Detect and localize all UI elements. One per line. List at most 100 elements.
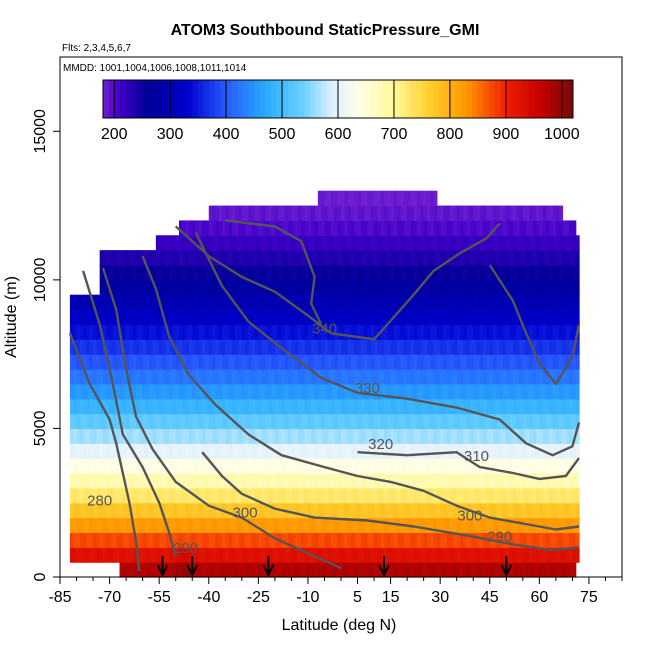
heat-cell bbox=[341, 220, 345, 236]
heat-cell bbox=[278, 458, 283, 474]
heat-cell bbox=[212, 205, 216, 222]
heat-cell bbox=[430, 547, 435, 563]
heat-cell bbox=[341, 502, 345, 519]
heat-cell bbox=[559, 250, 564, 266]
heat-cell bbox=[380, 428, 385, 444]
heat-cell bbox=[245, 309, 250, 326]
heat-cell bbox=[169, 443, 173, 459]
heat-cell bbox=[225, 294, 230, 311]
heat-cell bbox=[370, 413, 375, 430]
heat-cell bbox=[202, 443, 207, 459]
heat-cell bbox=[529, 562, 534, 578]
heat-cell bbox=[205, 369, 210, 385]
heat-cell bbox=[473, 235, 478, 251]
heat-cell bbox=[450, 487, 454, 504]
heat-cell bbox=[255, 562, 259, 578]
heat-cell bbox=[360, 205, 365, 222]
colorbar-cell bbox=[304, 80, 311, 118]
heat-cell bbox=[463, 205, 468, 222]
heat-cell bbox=[255, 443, 259, 459]
heat-cell bbox=[476, 517, 481, 534]
heat-cell bbox=[112, 369, 117, 385]
heat-cell bbox=[231, 279, 236, 296]
heat-cell bbox=[466, 294, 471, 311]
heat-cell bbox=[446, 354, 451, 370]
heat-cell bbox=[569, 413, 574, 430]
heat-cell bbox=[291, 220, 296, 236]
heat-cell bbox=[145, 413, 150, 430]
heat-cell bbox=[460, 517, 464, 534]
heat-cell bbox=[284, 517, 289, 534]
heat-cell bbox=[132, 428, 137, 444]
heat-cell bbox=[413, 517, 418, 534]
heat-cell bbox=[182, 532, 187, 548]
heat-cell bbox=[258, 369, 263, 385]
heat-cell bbox=[502, 458, 507, 474]
heat-cell bbox=[188, 309, 193, 326]
heat-cell bbox=[301, 383, 306, 400]
heat-cell bbox=[456, 354, 461, 370]
heat-cell bbox=[304, 532, 309, 548]
colorbar-cell bbox=[298, 80, 305, 118]
heat-cell bbox=[506, 398, 511, 415]
colorbar-cell bbox=[533, 80, 540, 118]
heat-cell bbox=[301, 265, 306, 281]
heat-cell bbox=[281, 265, 286, 281]
heat-cell bbox=[344, 279, 349, 296]
heat-cell bbox=[182, 398, 187, 415]
heat-cell bbox=[502, 339, 507, 355]
heat-cell bbox=[502, 369, 507, 385]
heat-cell bbox=[136, 398, 140, 415]
heat-cell bbox=[245, 220, 250, 236]
heat-cell bbox=[324, 547, 329, 563]
heat-cell bbox=[235, 220, 240, 236]
heat-cell bbox=[426, 294, 431, 311]
heat-cell bbox=[486, 383, 491, 400]
heat-cell bbox=[536, 309, 540, 326]
colorbar: 200 300 400 500 600 700 800 900 1000 bbox=[101, 79, 580, 143]
heat-cell bbox=[357, 309, 362, 326]
heat-cell bbox=[393, 487, 398, 504]
heat-cell bbox=[456, 473, 461, 489]
heat-cell bbox=[169, 339, 173, 355]
heat-cell bbox=[476, 443, 481, 459]
heat-cell bbox=[139, 473, 144, 489]
heat-cell bbox=[476, 354, 481, 370]
heat-cell bbox=[86, 547, 91, 563]
heat-cell bbox=[155, 309, 160, 326]
heat-cell bbox=[195, 398, 200, 415]
heat-cell bbox=[155, 265, 160, 281]
heat-cell bbox=[526, 383, 531, 400]
heat-cell bbox=[228, 532, 233, 548]
heat-cell bbox=[321, 547, 326, 563]
heat-cell bbox=[456, 443, 461, 459]
heat-cell bbox=[274, 502, 279, 519]
heat-cell bbox=[251, 354, 256, 370]
heat-cell bbox=[536, 398, 540, 415]
heat-cell bbox=[139, 265, 144, 281]
colorbar-cell bbox=[528, 80, 535, 118]
heat-cell bbox=[360, 443, 365, 459]
heat-cell bbox=[228, 562, 233, 578]
heat-cell bbox=[314, 502, 319, 519]
heat-cell bbox=[212, 383, 216, 400]
heat-cell bbox=[69, 443, 74, 459]
heat-cell bbox=[235, 443, 240, 459]
heat-cell bbox=[202, 235, 207, 251]
heat-cell bbox=[218, 324, 223, 340]
heat-cell bbox=[139, 324, 144, 340]
heat-cell bbox=[238, 265, 243, 281]
colorbar-cell bbox=[293, 80, 300, 118]
heat-cell bbox=[142, 324, 147, 340]
heat-cell bbox=[443, 487, 448, 504]
heat-cell bbox=[430, 369, 435, 385]
heat-cell bbox=[261, 398, 266, 415]
heat-cell bbox=[512, 339, 517, 355]
heat-cell bbox=[506, 339, 511, 355]
heat-cell bbox=[122, 517, 127, 534]
heat-cell bbox=[446, 205, 451, 222]
heat-cell bbox=[420, 294, 425, 311]
heat-cell bbox=[255, 502, 259, 519]
heat-cell bbox=[175, 458, 180, 474]
heat-cell bbox=[565, 294, 570, 311]
